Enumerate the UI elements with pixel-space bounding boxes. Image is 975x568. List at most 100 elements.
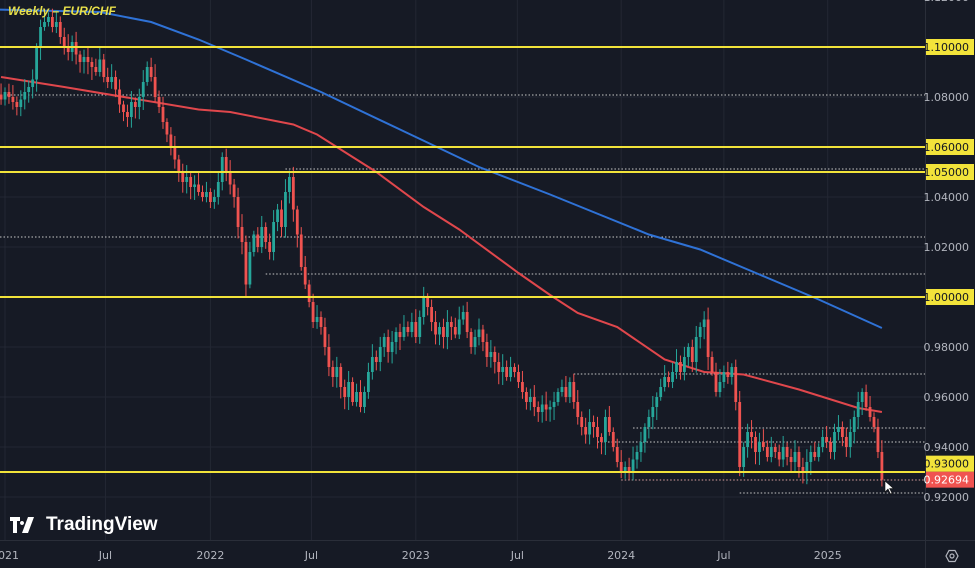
- candle-body: [548, 407, 552, 410]
- tradingview-logo: TradingView: [10, 514, 158, 536]
- candle-body: [841, 427, 844, 437]
- candle-body: [449, 322, 453, 327]
- candle-body: [264, 227, 268, 242]
- candle-body: [872, 417, 876, 427]
- candle-body: [833, 432, 836, 452]
- candle-body: [31, 79, 35, 87]
- candle-body: [220, 157, 224, 182]
- candle-body: [627, 467, 631, 472]
- candle-body: [576, 402, 580, 417]
- chart-title: Weekly – EUR/CHF: [8, 4, 116, 18]
- moving-average-red-line: [0, 76, 883, 413]
- candle-body: [679, 362, 682, 372]
- candle-body: [536, 407, 540, 412]
- candle-body: [825, 437, 828, 442]
- level-price-label: 1.05000: [924, 166, 970, 179]
- candle-body: [521, 382, 524, 392]
- candle-body: [118, 89, 121, 105]
- candle-body: [114, 77, 117, 90]
- candle-body: [683, 357, 686, 372]
- level-price-badge: [926, 39, 974, 55]
- candle-body: [232, 184, 236, 197]
- candle-body: [122, 104, 125, 112]
- candle-body: [43, 22, 46, 27]
- candle-body: [236, 197, 240, 227]
- candle-body: [137, 97, 141, 107]
- candle-body: [90, 62, 94, 67]
- candle-body: [540, 404, 544, 412]
- candle-body: [706, 319, 710, 357]
- candle-body: [829, 442, 832, 452]
- candle-body: [35, 47, 38, 80]
- candle-body: [742, 447, 746, 467]
- candle-body: [528, 397, 532, 402]
- candle-body: [497, 362, 501, 372]
- price-axis-label: 0.94000: [924, 441, 970, 454]
- candle-body: [94, 67, 98, 72]
- candle-body: [619, 462, 623, 472]
- candle-body: [212, 197, 216, 202]
- candle-body: [343, 387, 347, 397]
- candle-body: [193, 184, 196, 187]
- candle-body: [718, 382, 722, 392]
- candle-body: [817, 447, 821, 457]
- candle-body: [386, 337, 390, 352]
- candle-body: [600, 437, 603, 442]
- candle-body: [276, 209, 279, 222]
- candle-body: [754, 437, 757, 452]
- candle-body: [23, 92, 27, 100]
- candle-body: [189, 177, 193, 187]
- candle-body: [734, 367, 738, 402]
- candle-body: [801, 467, 805, 472]
- price-axis-label: 0.96000: [924, 391, 970, 404]
- candle-body: [457, 319, 461, 335]
- candle-body: [185, 177, 189, 182]
- candle-body: [596, 427, 599, 437]
- price-axis-label: 0.98000: [924, 341, 970, 354]
- candle-body: [694, 337, 698, 362]
- candle-body: [481, 329, 485, 342]
- candle-body: [588, 422, 591, 435]
- candle-body: [288, 177, 291, 192]
- candle-body: [671, 372, 674, 382]
- candle-body: [201, 192, 204, 197]
- candle-body: [777, 452, 781, 460]
- candle-body: [27, 87, 31, 92]
- candle-body: [789, 457, 793, 462]
- candle-body: [299, 234, 303, 267]
- candle-body: [335, 367, 339, 377]
- candle-body: [848, 432, 852, 447]
- candle-body: [477, 329, 481, 337]
- candle-body: [615, 447, 619, 462]
- candle-body: [544, 404, 548, 410]
- candle-body: [785, 447, 789, 457]
- candle-body: [552, 402, 556, 407]
- candle-body: [493, 352, 497, 362]
- candle-body: [422, 297, 426, 317]
- candle-body: [643, 427, 647, 442]
- candle-body: [209, 192, 212, 202]
- candle-body: [169, 134, 173, 147]
- candle-body: [327, 347, 331, 367]
- candle-body: [702, 319, 706, 327]
- candle-body: [224, 157, 228, 172]
- level-price-label: 1.10000: [924, 41, 970, 54]
- candle-body: [98, 59, 102, 72]
- candle-body: [355, 392, 358, 402]
- gear-icon[interactable]: [945, 549, 959, 563]
- time-axis-label: 2023: [402, 549, 430, 562]
- candle-body: [382, 337, 386, 347]
- candle-body: [339, 367, 343, 387]
- candle-body: [434, 322, 437, 335]
- level-price-label: 1.06000: [924, 141, 970, 154]
- candle-body: [205, 192, 208, 197]
- candle-body: [303, 267, 307, 285]
- moving-average-blue-line: [0, 8, 883, 329]
- candle-body: [868, 407, 872, 417]
- candle-body: [240, 227, 244, 242]
- candle-body: [517, 372, 520, 382]
- candle-body: [781, 447, 785, 460]
- candle-body: [15, 102, 19, 107]
- candle-body: [876, 427, 880, 452]
